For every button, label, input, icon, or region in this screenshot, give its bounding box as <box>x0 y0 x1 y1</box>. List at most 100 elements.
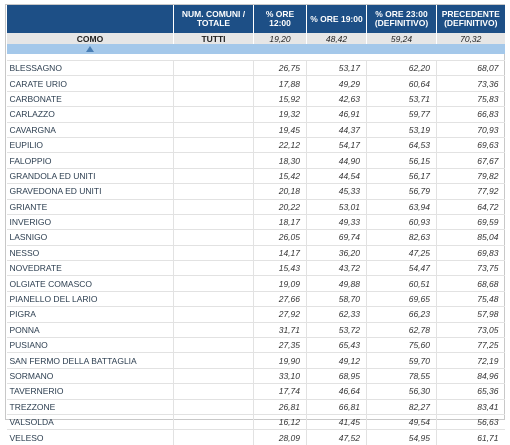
data-row: PUSIANO 27,35 65,43 75,60 77,25 <box>6 337 505 353</box>
header-cell[interactable]: PRECEDENTE (DEFINITIVO) <box>436 5 505 33</box>
percent-cell: 75,83 <box>436 90 505 107</box>
sort-arrow[interactable] <box>86 46 94 52</box>
data-row: OLGIATE COMASCO 19,09 49,88 60,51 68,68 <box>6 275 505 292</box>
municipality-name: GRANDOLA ED UNITI <box>6 167 174 184</box>
percent-cell: 61,71 <box>436 429 505 445</box>
percent-cell: 22,12 <box>253 136 307 153</box>
municipality-name: CAVARGNA <box>6 121 174 138</box>
percent-cell: 27,92 <box>253 306 307 323</box>
header-cell[interactable]: % ORE 19:00 <box>306 5 367 33</box>
table-panel: NUM. COMUNI / TOTALE % ORE 12:00 % ORE 1… <box>5 4 505 445</box>
percent-cell: 56,17 <box>366 167 437 184</box>
percent-cell: 17,88 <box>253 75 307 92</box>
data-row: TREZZONE 26,81 66,81 82,27 83,41 <box>6 398 505 415</box>
percent-cell: 56,15 <box>366 152 437 169</box>
empty-cell <box>173 306 254 323</box>
header-cell[interactable]: % ORE 12:00 <box>253 5 307 33</box>
municipality-name: OLGIATE COMASCO <box>6 275 174 292</box>
empty-cell <box>173 152 254 169</box>
percent-cell: 26,05 <box>253 229 307 246</box>
data-row: FALOPPIO 18,30 44,90 56,15 67,67 <box>6 152 505 169</box>
data-row: PONNA 31,71 53,72 62,78 73,05 <box>6 321 505 338</box>
percent-cell: 49,33 <box>306 213 367 230</box>
percent-cell: 65,36 <box>436 383 505 400</box>
percent-cell: 14,17 <box>253 244 307 261</box>
percent-cell: 77,25 <box>436 337 505 353</box>
municipality-name: FALOPPIO <box>6 152 174 169</box>
percent-cell: 65,43 <box>306 337 367 353</box>
percent-cell: 36,20 <box>306 244 367 261</box>
percent-cell: 60,93 <box>366 213 437 230</box>
empty-cell <box>173 260 254 276</box>
percent-cell: 73,75 <box>436 260 505 276</box>
data-row: CAVARGNA 19,45 44,37 53,19 70,93 <box>6 121 505 138</box>
percent-cell: 41,45 <box>306 413 367 430</box>
percent-cell: 68,95 <box>306 367 367 384</box>
header-cell[interactable]: % ORE 23:00 (DEFINITIVO) <box>366 5 437 33</box>
municipality-name: SORMANO <box>6 367 174 384</box>
percent-cell: 56,30 <box>366 383 437 400</box>
percent-cell: 62,33 <box>306 306 367 323</box>
empty-cell <box>173 213 254 230</box>
percent-cell: 53,01 <box>306 198 367 215</box>
empty-cell <box>173 121 254 138</box>
percent-cell: 64,53 <box>366 136 437 153</box>
data-row: NOVEDRATE 15,43 43,72 54,47 73,75 <box>6 260 505 276</box>
total-cell: 19,20 <box>253 33 307 44</box>
data-row: CARLAZZO 19,32 46,91 59,77 66,83 <box>6 106 505 123</box>
header-cell[interactable]: NUM. COMUNI / TOTALE <box>173 5 254 33</box>
percent-cell: 56,63 <box>436 413 505 430</box>
table-body: BLESSAGNO 26,75 53,17 62,20 68,07 CARATE URIO… <box>6 59 505 445</box>
percent-cell: 77,92 <box>436 183 505 200</box>
empty-cell <box>173 75 254 92</box>
percent-cell: 79,82 <box>436 167 505 184</box>
percent-cell: 17,74 <box>253 383 307 400</box>
percent-cell: 45,33 <box>306 183 367 200</box>
results-table: NUM. COMUNI / TOTALE % ORE 12:00 % ORE 1… <box>6 5 505 445</box>
percent-cell: 53,71 <box>366 90 437 107</box>
municipality-name: CARLAZZO <box>6 106 174 123</box>
percent-cell: 53,19 <box>366 121 437 138</box>
percent-cell: 31,71 <box>253 321 307 338</box>
percent-cell: 18,17 <box>253 213 307 230</box>
data-row: EUPILIO 22,12 54,17 64,53 69,63 <box>6 136 505 153</box>
municipality-name: PUSIANO <box>6 337 174 353</box>
percent-cell: 66,83 <box>436 106 505 123</box>
empty-cell <box>173 413 254 430</box>
percent-cell: 49,29 <box>306 75 367 92</box>
data-row: GRIANTE 20,22 53,01 63,94 64,72 <box>6 198 505 215</box>
municipality-name: EUPILIO <box>6 136 174 153</box>
percent-cell: 62,20 <box>366 59 437 76</box>
data-row: VELESO 28,09 47,52 54,95 61,71 <box>6 429 505 445</box>
data-row: GRANDOLA ED UNITI 15,42 44,54 56,17 79,82 <box>6 167 505 184</box>
data-row: GRAVEDONA ED UNITI 20,18 45,33 56,79 77,92 <box>6 183 505 200</box>
municipality-name: TREZZONE <box>6 398 174 415</box>
empty-cell <box>173 244 254 261</box>
percent-cell: 66,81 <box>306 398 367 415</box>
percent-cell: 44,37 <box>306 121 367 138</box>
data-row: INVERIGO 18,17 49,33 60,93 69,59 <box>6 213 505 230</box>
percent-cell: 54,17 <box>306 136 367 153</box>
total-cell: 70,32 <box>436 33 505 44</box>
percent-cell: 69,59 <box>436 213 505 230</box>
empty-cell <box>173 352 254 369</box>
percent-cell: 27,66 <box>253 290 307 307</box>
empty-cell <box>173 275 254 292</box>
percent-cell: 54,95 <box>366 429 437 445</box>
percent-cell: 19,09 <box>253 275 307 292</box>
empty-cell <box>173 90 254 107</box>
percent-cell: 28,09 <box>253 429 307 445</box>
data-row: NESSO 14,17 36,20 47,25 69,83 <box>6 244 505 261</box>
percent-cell: 53,17 <box>306 59 367 76</box>
percent-cell: 78,55 <box>366 367 437 384</box>
empty-cell <box>173 367 254 384</box>
percent-cell: 69,83 <box>436 244 505 261</box>
percent-cell: 16,12 <box>253 413 307 430</box>
total-cell: TUTTI <box>173 33 254 44</box>
percent-cell: 49,54 <box>366 413 437 430</box>
data-row: PIANELLO DEL LARIO 27,66 58,70 69,65 75,48 <box>6 290 505 307</box>
municipality-name: GRAVEDONA ED UNITI <box>6 183 174 200</box>
percent-cell: 19,45 <box>253 121 307 138</box>
municipality-name: PIGRA <box>6 306 174 323</box>
percent-cell: 15,42 <box>253 167 307 184</box>
